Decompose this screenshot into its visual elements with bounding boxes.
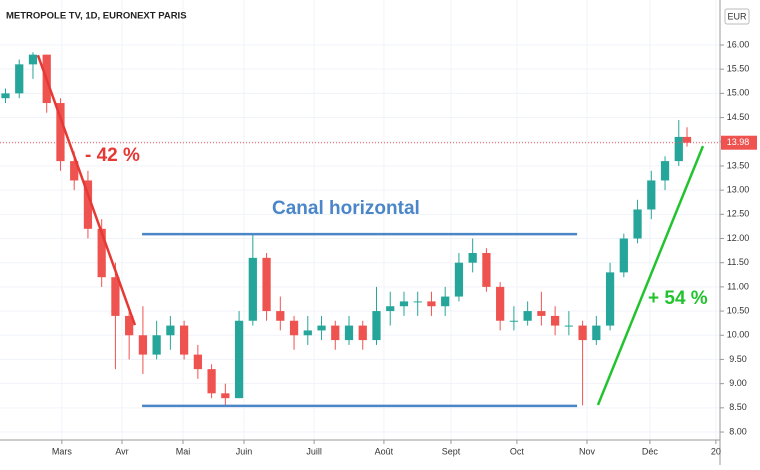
candle-body (413, 301, 422, 303)
candle-body (166, 325, 175, 336)
candle-body (125, 315, 134, 336)
y-tick-label: 8.00 (729, 426, 747, 436)
candle-body (28, 54, 38, 65)
candle-body (152, 335, 161, 355)
candle-body (454, 262, 464, 297)
candle-body (234, 320, 244, 399)
candle-body (468, 253, 477, 263)
x-tick-label: Oct (510, 446, 525, 456)
candle-body (550, 315, 560, 326)
candle-body (372, 311, 381, 341)
last-price-label: 13.98 (727, 137, 750, 147)
candle-body (496, 286, 505, 321)
x-tick-label: Nov (579, 446, 596, 456)
candle-body (674, 136, 683, 162)
candle-body (289, 320, 299, 336)
candle-body (427, 301, 436, 307)
candle-body (317, 325, 326, 331)
x-tick-label: Mars (52, 446, 72, 456)
candle-body (386, 306, 395, 312)
annotation: - 42 % (85, 145, 140, 166)
y-tick-label: 13.50 (727, 160, 750, 170)
annotation: Canal horizontal (272, 198, 420, 219)
candle-body (262, 257, 271, 312)
y-tick-label: 9.00 (729, 378, 747, 388)
candle-body (633, 209, 642, 239)
candle-body (578, 325, 587, 341)
y-tick-label: 8.50 (729, 402, 747, 412)
candle-body (221, 393, 230, 399)
candle-body (564, 325, 573, 327)
y-tick-label: 10.00 (727, 330, 750, 340)
candle-body (97, 228, 106, 278)
y-tick-label: 12.00 (727, 233, 750, 243)
candle-body (111, 277, 120, 316)
candle-body (482, 253, 491, 287)
candle-body (138, 335, 148, 355)
candle-body (303, 330, 312, 336)
candle-body (682, 136, 692, 143)
candle-body (248, 257, 257, 321)
candle-body (399, 301, 409, 307)
y-tick-label: 11.00 (727, 281, 749, 291)
candle-body (358, 325, 367, 341)
y-tick-label: 12.50 (727, 209, 750, 219)
y-tick-label: 15.00 (727, 88, 750, 98)
x-tick-label: Juill (306, 446, 322, 456)
candle-body (660, 161, 670, 181)
candle-body (207, 369, 216, 394)
candle-body (592, 325, 601, 341)
y-tick-label: 9.50 (729, 354, 747, 364)
candle-body (537, 311, 546, 316)
y-tick-label: 15.50 (727, 64, 750, 74)
candle-body (344, 325, 354, 341)
candle-body (523, 311, 532, 321)
y-tick-label: 13.00 (727, 185, 750, 195)
candle-body (1, 93, 10, 99)
candle-body (56, 103, 65, 162)
candle-body (619, 238, 628, 273)
x-tick-label: Déc (642, 446, 659, 456)
candle-body (276, 311, 285, 321)
candle-body (83, 180, 93, 229)
candle-body (193, 354, 202, 370)
currency-box[interactable] (724, 8, 750, 25)
x-tick-label: Sept (442, 446, 461, 456)
candle-body (15, 64, 24, 94)
annotation: + 54 % (648, 288, 708, 309)
y-tick-label: 10.50 (727, 305, 750, 315)
y-tick-label: 14.50 (727, 112, 750, 122)
currency[interactable]: EUR (727, 11, 747, 21)
x-tick-label: Avr (115, 446, 128, 456)
y-tick-label: 11.50 (727, 257, 749, 267)
y-tick-label: 16.00 (727, 39, 750, 49)
candle-body (441, 296, 450, 307)
candle-body (647, 180, 656, 210)
candle-body (509, 320, 519, 322)
x-tick-label: Juin (236, 446, 253, 456)
candle-body (331, 325, 340, 341)
x-tick-label: Mai (176, 446, 191, 456)
candle-body (180, 325, 189, 355)
chart-title: METROPOLE TV, 1D, EURONEXT PARIS (6, 11, 187, 22)
trend-line (596, 145, 705, 406)
trend-line (36, 54, 137, 326)
candle-body (70, 161, 79, 181)
x-tick-label: 20 (711, 446, 721, 456)
x-tick-label: Août (375, 446, 394, 456)
candle-body (605, 272, 615, 326)
last-price-box (721, 135, 757, 150)
